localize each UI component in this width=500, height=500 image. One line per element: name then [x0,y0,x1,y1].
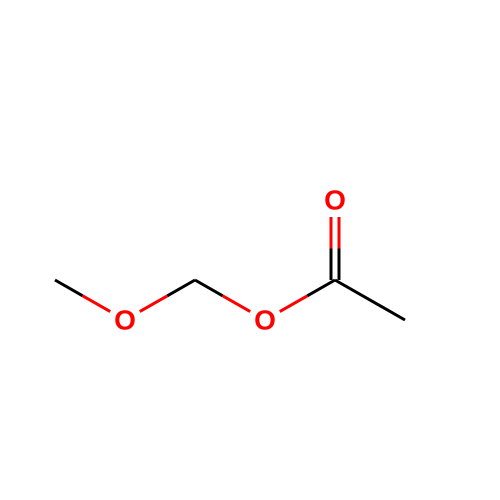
bond-segment [307,280,335,296]
bond-segment [140,296,168,312]
bond-segment [223,296,251,312]
atom-label-o: O [324,185,346,216]
molecule-diagram: O O O [0,0,500,500]
bond-segment [55,280,83,296]
atom-label-o: O [254,305,276,336]
bond-segment [83,296,111,312]
bond-segment [335,280,405,320]
atom-label-o: O [114,305,136,336]
bond-segment [195,280,223,296]
bond-segment [280,296,308,312]
bond-segment [167,280,195,296]
